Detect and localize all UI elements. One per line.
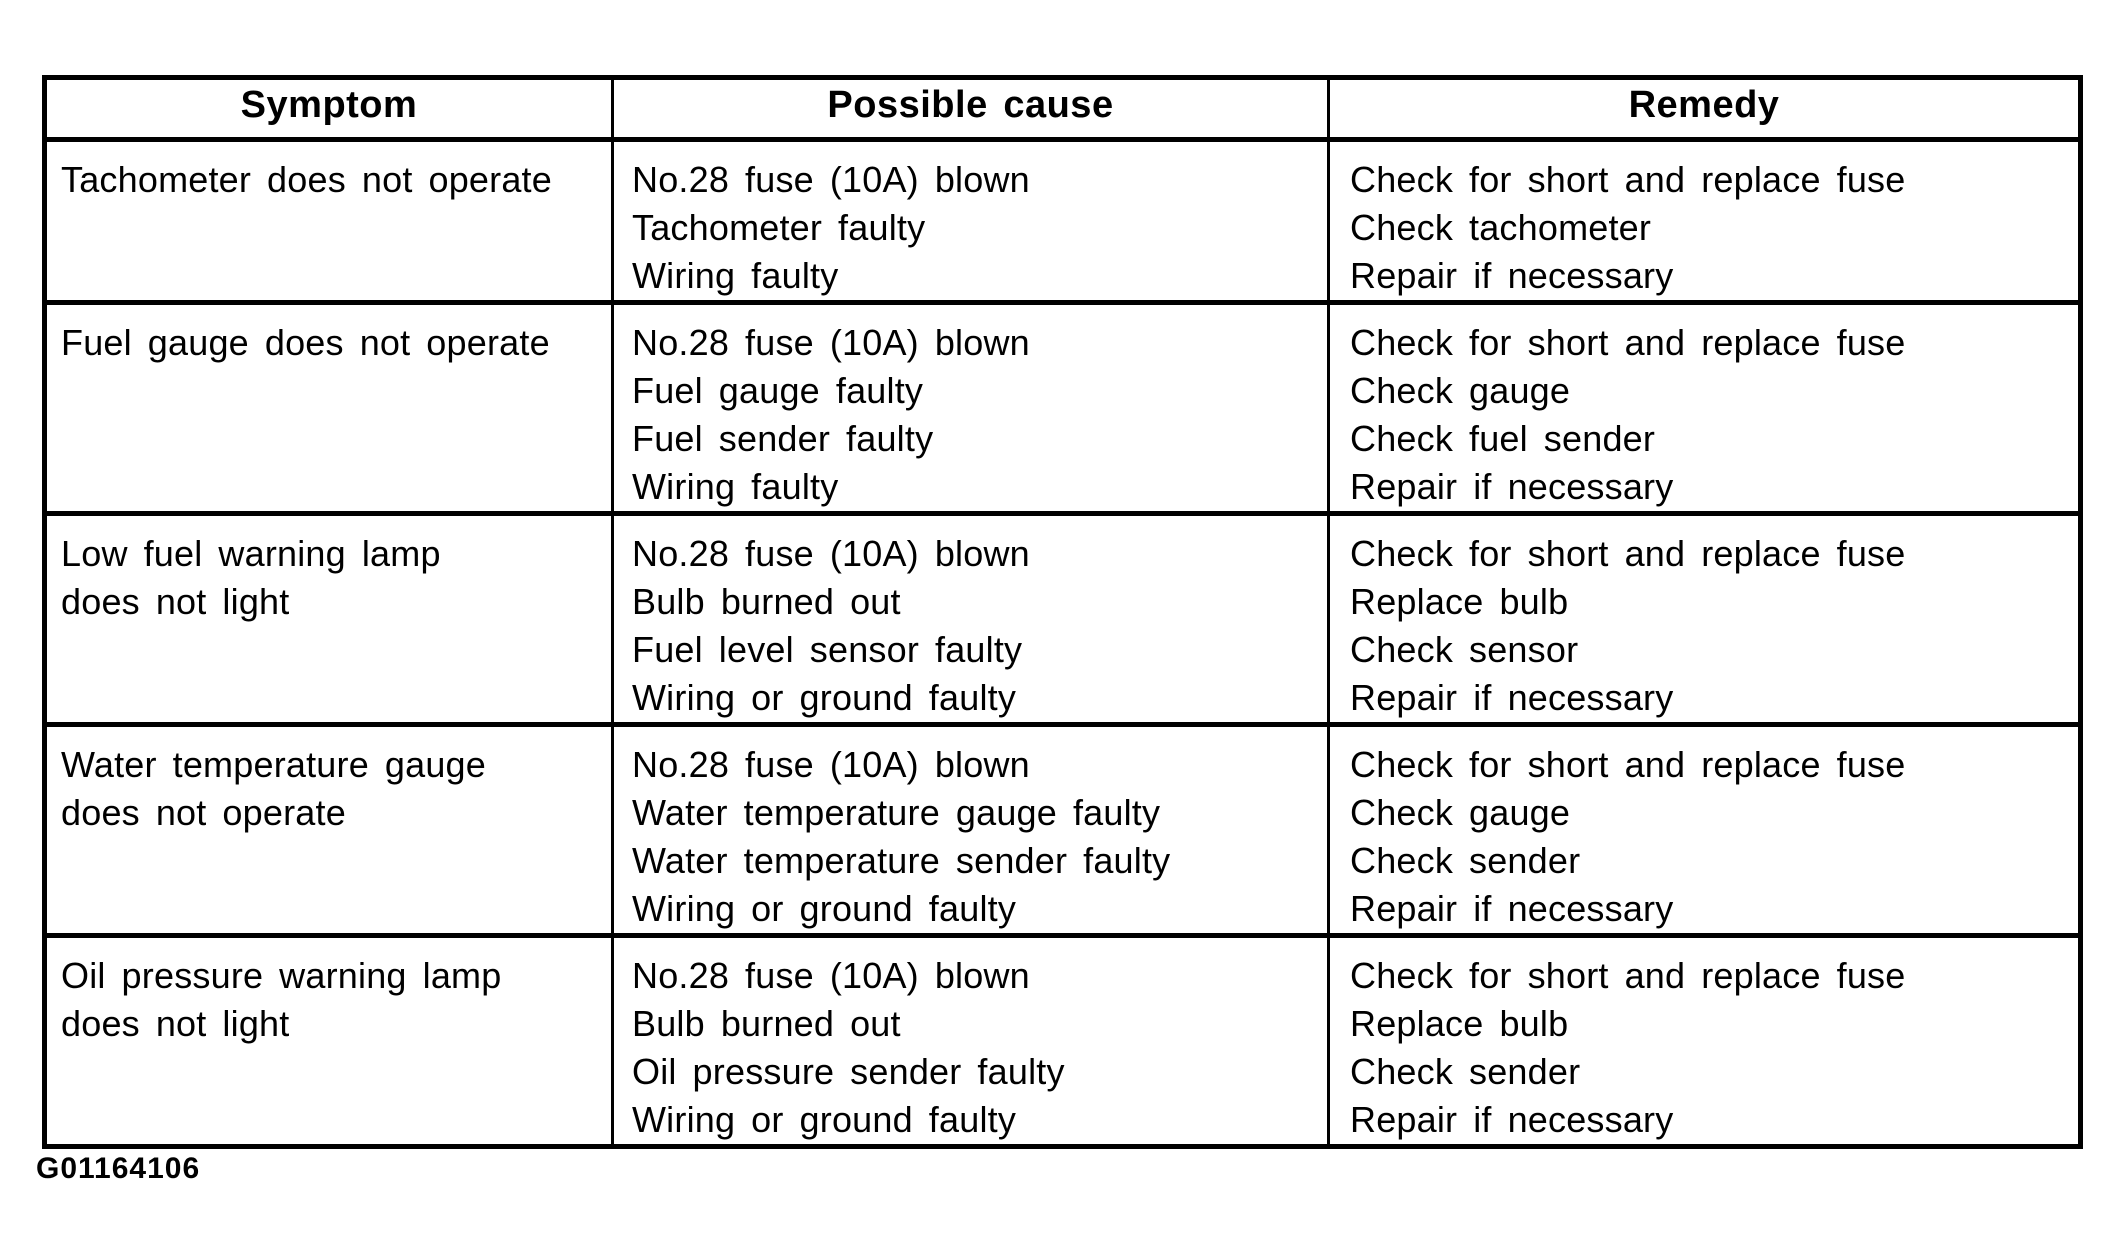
figure-id-label: G01164106: [36, 1152, 201, 1185]
header-symptom: Symptom: [43, 75, 614, 142]
cell-line: Fuel sender faulty: [632, 418, 934, 459]
symptom-cell: Water temperature gauge does not operate: [43, 722, 614, 938]
symptom-cell: Oil pressure warning lamp does not light: [43, 933, 614, 1149]
table-row-fuel-gauge: Fuel gauge does not operate No.28 fuse (…: [43, 300, 2082, 516]
cell-line: Tachometer does not operate: [61, 159, 552, 200]
cell-line: Bulb burned out: [632, 581, 901, 622]
header-possible-cause: Possible cause: [611, 75, 1330, 142]
cell-line: Fuel gauge does not operate: [61, 322, 550, 363]
cell-line: Check for short and replace fuse: [1350, 159, 1906, 200]
remedy-cell: Check for short and replace fuse Replace …: [1327, 511, 2082, 727]
possible-cause-cell: No.28 fuse (10A) blown Fuel gauge faulty F…: [611, 300, 1330, 516]
cell-line: Check tachometer: [1350, 207, 1652, 248]
table-row-tachometer: Tachometer does not operate No.28 fuse (…: [43, 137, 2082, 305]
cell-line: Fuel gauge faulty: [632, 370, 924, 411]
cell-line: does not operate: [61, 792, 346, 833]
possible-cause-cell: No.28 fuse (10A) blown Water temperature …: [611, 722, 1330, 938]
possible-cause-cell: No.28 fuse (10A) blown Bulb burned out Oil…: [611, 933, 1330, 1149]
cell-line: Bulb burned out: [632, 1003, 901, 1044]
cell-line: does not light: [61, 581, 290, 622]
remedy-cell: Check for short and replace fuse Replace …: [1327, 933, 2082, 1149]
cell-line: Oil pressure warning lamp: [61, 955, 502, 996]
table-header-row: Symptom Possible cause Remedy: [43, 75, 2082, 142]
possible-cause-cell: No.28 fuse (10A) blown Tachometer faulty W…: [611, 137, 1330, 305]
cell-line: Water temperature sender faulty: [632, 840, 1171, 881]
symptom-cell: Fuel gauge does not operate: [43, 300, 614, 516]
cell-line: No.28 fuse (10A) blown: [632, 533, 1030, 574]
cell-line: Check gauge: [1350, 370, 1571, 411]
remedy-cell: Check for short and replace fuse Check ga…: [1327, 300, 2082, 516]
cell-line: Fuel level sensor faulty: [632, 629, 1023, 670]
cell-line: No.28 fuse (10A) blown: [632, 955, 1030, 996]
remedy-cell: Check for short and replace fuse Check ta…: [1327, 137, 2082, 305]
cell-line: Wiring or ground faulty: [632, 677, 1017, 718]
cell-line: Oil pressure sender faulty: [632, 1051, 1065, 1092]
cell-line: Water temperature gauge: [61, 744, 487, 785]
cell-line: Repair if necessary: [1350, 466, 1674, 507]
table-row-oil-pressure-warning-lamp: Oil pressure warning lamp does not light …: [43, 933, 2082, 1149]
cell-line: Water temperature gauge faulty: [632, 792, 1161, 833]
table-row-water-temperature-gauge: Water temperature gauge does not operate …: [43, 722, 2082, 938]
cell-line: Check sender: [1350, 1051, 1581, 1092]
cell-line: Replace bulb: [1350, 1003, 1569, 1044]
cell-line: Check for short and replace fuse: [1350, 322, 1906, 363]
cell-line: Wiring or ground faulty: [632, 1099, 1017, 1140]
cell-line: Repair if necessary: [1350, 888, 1674, 929]
cell-line: Wiring faulty: [632, 255, 839, 296]
cell-line: Repair if necessary: [1350, 255, 1674, 296]
symptom-cell: Low fuel warning lamp does not light: [43, 511, 614, 727]
cell-line: Check gauge: [1350, 792, 1571, 833]
troubleshooting-table: Symptom Possible cause Remedy Tachometer…: [42, 75, 2083, 1149]
cell-line: Tachometer faulty: [632, 207, 926, 248]
cell-line: Replace bulb: [1350, 581, 1569, 622]
cell-line: Check sensor: [1350, 629, 1579, 670]
symptom-cell: Tachometer does not operate: [43, 137, 614, 305]
cell-line: Repair if necessary: [1350, 1099, 1674, 1140]
cell-line: Check for short and replace fuse: [1350, 533, 1906, 574]
possible-cause-cell: No.28 fuse (10A) blown Bulb burned out Fue…: [611, 511, 1330, 727]
cell-line: Repair if necessary: [1350, 677, 1674, 718]
header-remedy: Remedy: [1327, 75, 2082, 142]
cell-line: No.28 fuse (10A) blown: [632, 322, 1030, 363]
cell-line: No.28 fuse (10A) blown: [632, 744, 1030, 785]
cell-line: No.28 fuse (10A) blown: [632, 159, 1030, 200]
cell-line: Check for short and replace fuse: [1350, 955, 1906, 996]
cell-line: Check sender: [1350, 840, 1581, 881]
remedy-cell: Check for short and replace fuse Check ga…: [1327, 722, 2082, 938]
cell-line: does not light: [61, 1003, 290, 1044]
table-row-low-fuel-warning-lamp: Low fuel warning lamp does not light No.2…: [43, 511, 2082, 727]
cell-line: Check fuel sender: [1350, 418, 1656, 459]
cell-line: Low fuel warning lamp: [61, 533, 441, 574]
cell-line: Wiring or ground faulty: [632, 888, 1017, 929]
cell-line: Wiring faulty: [632, 466, 839, 507]
cell-line: Check for short and replace fuse: [1350, 744, 1906, 785]
